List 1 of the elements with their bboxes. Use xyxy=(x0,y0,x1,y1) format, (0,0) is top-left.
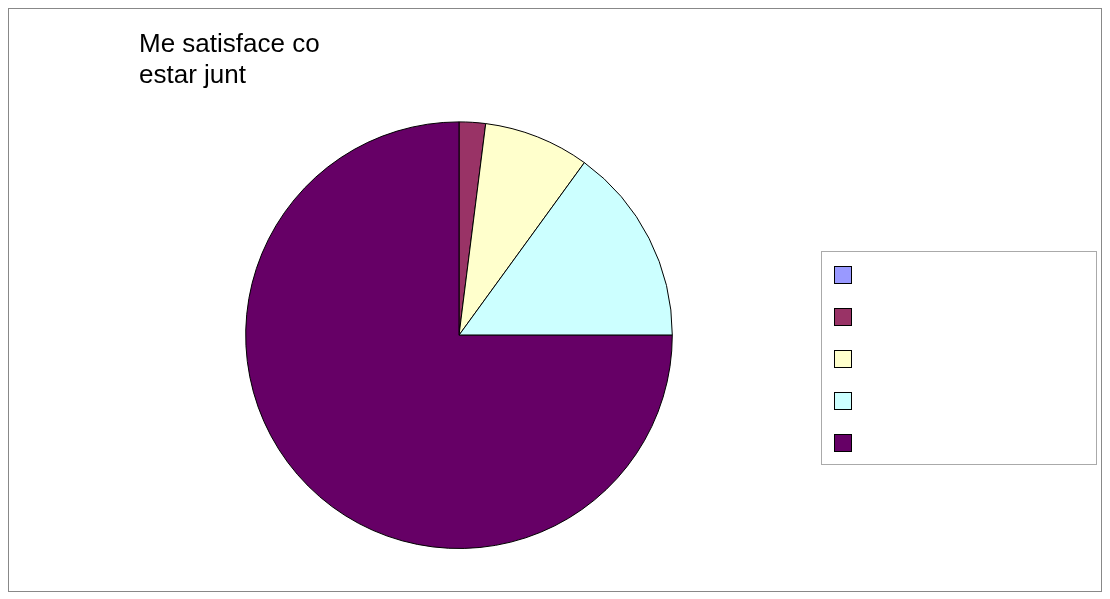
chart-title: Me satisface co estar junt xyxy=(139,27,320,89)
